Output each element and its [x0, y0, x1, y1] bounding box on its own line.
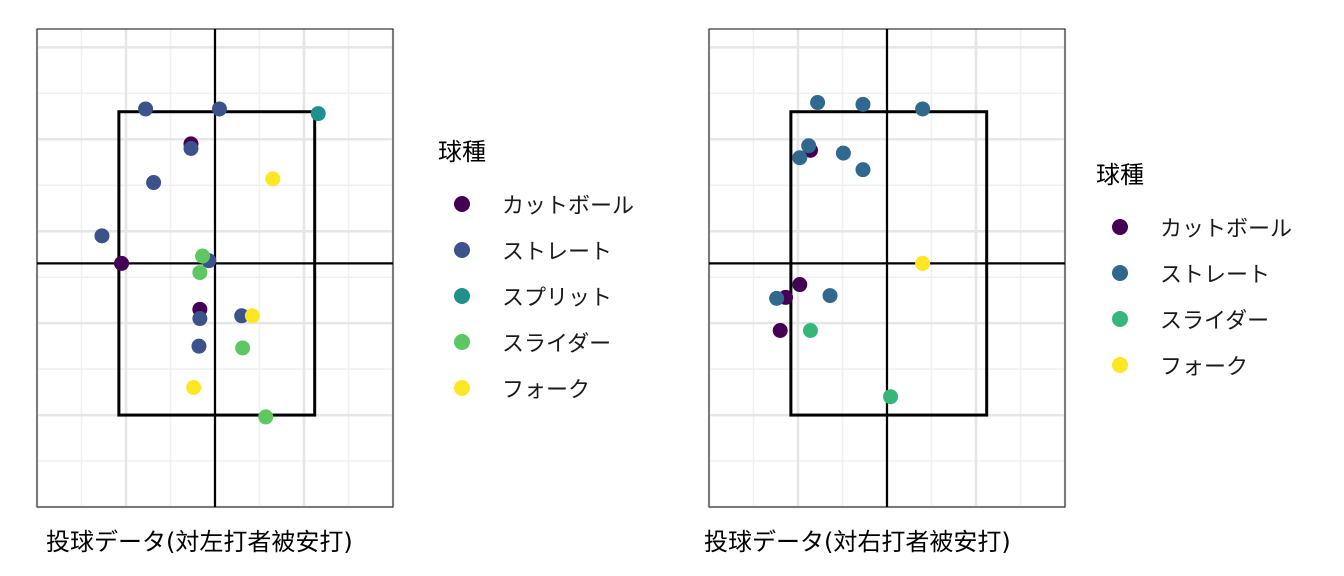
chart-panel-right: 球種 カットボール ストレートスライダーフォーク 投球データ(対右打者被安打)	[672, 0, 1344, 576]
data-point	[114, 255, 130, 271]
legend-left: 球種 カットボール ストレートスプリットスライダーフォーク	[438, 132, 634, 411]
data-point	[792, 150, 808, 166]
legend-item: スプリット	[438, 273, 634, 319]
legend-item: フォーク	[438, 365, 634, 411]
scatter-plot-right	[707, 28, 1067, 509]
data-point	[792, 277, 808, 293]
legend-title: 球種	[438, 138, 486, 166]
legend-key-dot	[1112, 357, 1128, 373]
data-point	[801, 138, 817, 154]
data-point	[186, 380, 202, 395]
data-point	[855, 96, 871, 112]
legend-item: カットボール	[1096, 204, 1292, 250]
data-point	[138, 101, 154, 117]
data-point	[835, 145, 851, 161]
data-point	[235, 340, 251, 356]
legend-label: カットボール	[502, 194, 635, 219]
data-point	[258, 409, 274, 425]
legend-key-dot	[454, 380, 470, 396]
legend-key-dot	[454, 334, 470, 350]
scatter-plot-left	[35, 28, 395, 509]
legend-label: スライダー	[1160, 309, 1270, 334]
legend-key-dot	[1112, 265, 1128, 281]
data-point	[772, 323, 788, 339]
legend-label: カットボール	[1160, 217, 1293, 242]
legend-item: ストレート	[1096, 250, 1292, 296]
legend-item: ストレート	[438, 227, 634, 273]
legend-label: ストレート	[502, 240, 613, 265]
data-point	[234, 308, 250, 324]
data-point	[192, 311, 208, 327]
data-point	[822, 288, 838, 304]
data-point	[883, 389, 899, 405]
legend-right: 球種 カットボール ストレートスライダーフォーク	[1096, 155, 1292, 388]
legend-label: スライダー	[502, 332, 612, 357]
legend-label: フォーク	[1160, 355, 1249, 380]
legend-label: ストレート	[1160, 263, 1271, 288]
data-point	[94, 228, 110, 244]
legend-key-dot	[1112, 311, 1128, 327]
legend-item: カットボール	[438, 181, 634, 227]
legend-item: フォーク	[1096, 342, 1292, 388]
legend-item: スライダー	[438, 319, 634, 365]
data-point	[265, 171, 281, 187]
data-point	[183, 141, 199, 156]
data-point	[802, 323, 818, 339]
data-point	[192, 265, 208, 281]
x-axis-label-left: 投球データ(対左打者被安打)	[46, 528, 353, 556]
data-point	[915, 255, 931, 271]
legend-key-dot	[454, 196, 470, 212]
data-point	[310, 106, 326, 122]
data-point	[915, 101, 931, 117]
data-point	[195, 248, 211, 264]
legend-key-dot	[454, 242, 470, 258]
strike-zone	[789, 110, 989, 417]
legend-label: スプリット	[502, 286, 613, 311]
data-point	[855, 162, 871, 178]
legend-key-dot	[454, 288, 470, 304]
legend-key-dot	[1112, 219, 1128, 235]
data-point	[146, 175, 162, 191]
x-axis-label-right: 投球データ(対右打者被安打)	[704, 528, 1011, 556]
data-point	[810, 95, 826, 111]
chart-panel-left: 球種 カットボール ストレートスプリットスライダーフォーク 投球データ(対左打者被…	[35, 28, 634, 556]
legend-label: フォーク	[502, 378, 591, 403]
data-point	[191, 338, 207, 354]
data-point	[211, 101, 227, 117]
data-point	[244, 308, 260, 324]
legend-item: スライダー	[1096, 296, 1292, 342]
data-point	[769, 290, 785, 306]
legend-title: 球種	[1096, 161, 1144, 189]
